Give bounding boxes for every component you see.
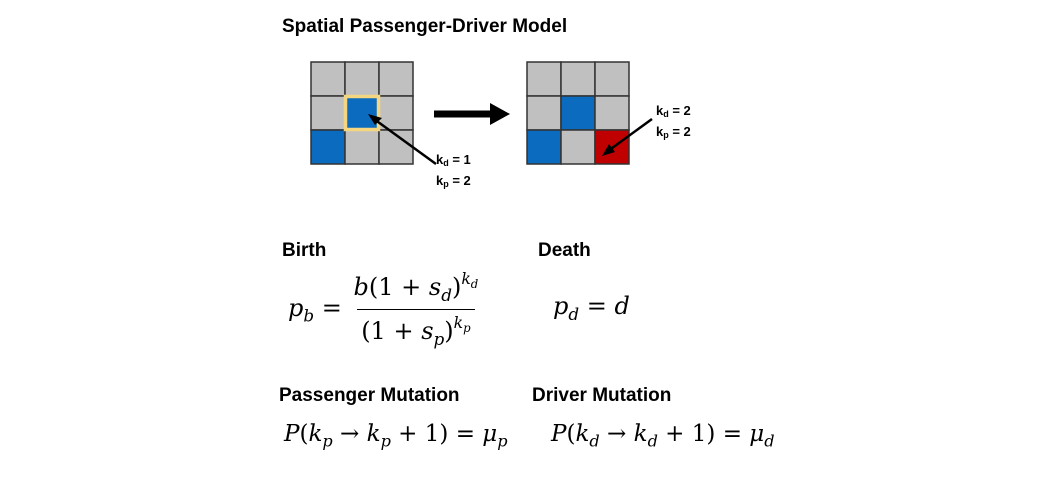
lattice-cell-empty	[594, 95, 630, 131]
grid-before	[310, 61, 414, 165]
lattice-cell-empty	[344, 129, 380, 165]
transition-arrow	[434, 103, 510, 125]
death-heading: Death	[538, 240, 591, 261]
lattice-cell-empty	[560, 129, 596, 165]
lattice-cell-driver	[310, 129, 346, 165]
lattice-cell-empty	[526, 61, 562, 97]
lattice-cell-empty	[560, 61, 596, 97]
pointer-arrow-right	[602, 117, 653, 156]
birth-heading: Birth	[282, 240, 327, 261]
diagram-title: Spatial Passenger-Driver Model	[282, 16, 568, 37]
lattice-cell-driver	[560, 95, 596, 131]
kd-kp-label-after: kd = 2 kp = 2	[656, 103, 691, 140]
lattice-cell-empty	[378, 61, 414, 97]
lattice-cell-empty	[310, 95, 346, 131]
passenger-mutation-heading: Passenger Mutation	[279, 385, 460, 406]
lattice-cell-empty	[310, 61, 346, 97]
pointer-arrow-left	[368, 114, 437, 166]
lattice-cell-empty	[378, 129, 414, 165]
lattice-cell-empty	[344, 61, 380, 97]
kd-kp-label-before: kd = 1 kp = 2	[436, 152, 471, 189]
lattice-cell-passenger	[594, 129, 630, 165]
selected-cell-highlight	[343, 94, 381, 132]
driver-mutation-heading: Driver Mutation	[532, 385, 672, 406]
grid-after	[526, 61, 630, 165]
passenger-mutation-equation: P(kp → kp + 1) = μp	[284, 421, 508, 451]
driver-mutation-equation: P(kd → kd + 1) = μd	[551, 421, 775, 451]
death-equation: pd = d	[553, 292, 630, 324]
lattice-cell-empty	[526, 95, 562, 131]
lattice-cell-driver	[526, 129, 562, 165]
lattice-cell-empty	[594, 61, 630, 97]
birth-equation: pb = b(1 + sd)kd (1 + sp)kp	[288, 270, 479, 349]
